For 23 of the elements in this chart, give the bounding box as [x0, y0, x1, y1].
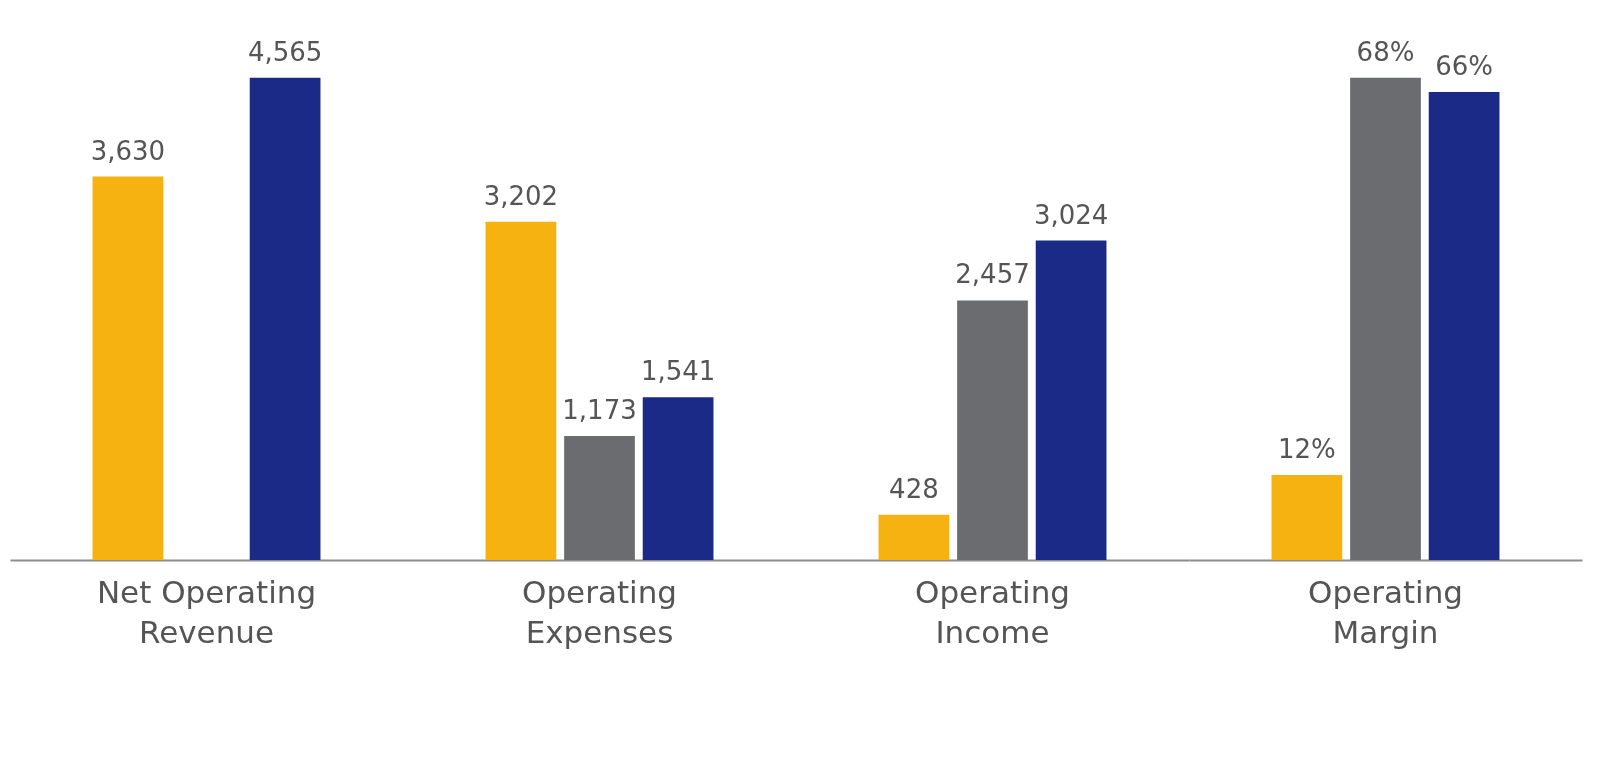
- x-tick-label: Operating Margin: [1308, 573, 1463, 650]
- x-tick-label: Net Operating Revenue: [96, 573, 317, 650]
- data-label: 4,565: [247, 36, 323, 67]
- data-label: 3,024: [1033, 199, 1109, 230]
- data-label: 12%: [1278, 433, 1336, 464]
- bar: [957, 300, 1028, 560]
- bar: [878, 514, 950, 560]
- data-label: 1,541: [640, 356, 716, 387]
- data-label: 428: [889, 473, 939, 504]
- data-label: 2,457: [955, 259, 1030, 290]
- x-tick-label: Operating Expenses: [522, 573, 677, 650]
- bar: [642, 397, 714, 560]
- x-tick-label: Operating Income: [915, 573, 1070, 650]
- bar: [564, 436, 635, 560]
- bar: [485, 221, 557, 560]
- data-label: 3,630: [90, 135, 166, 166]
- data-label: 1,173: [562, 395, 637, 426]
- bar: [249, 77, 321, 560]
- data-label: 68%: [1356, 36, 1415, 67]
- bar: [1035, 240, 1107, 560]
- data-label: 66%: [1435, 51, 1493, 82]
- data-label: 3,202: [483, 180, 559, 211]
- bar: [92, 176, 164, 560]
